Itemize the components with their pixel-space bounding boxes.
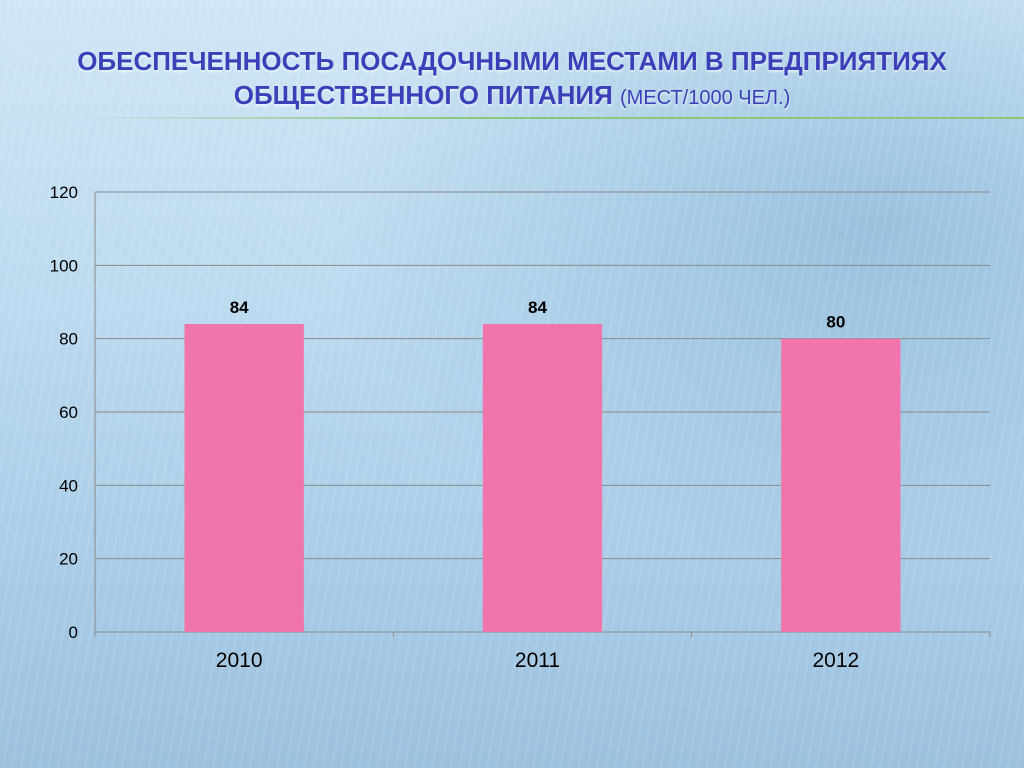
x-category-label: 2011 — [515, 649, 560, 672]
slide-title-main: Обеспеченность посадочными местами в пре… — [77, 46, 947, 110]
slide-title: Обеспеченность посадочными местами в пре… — [0, 44, 1024, 115]
data-label: 84 — [528, 298, 547, 317]
y-tick-label: 80 — [59, 330, 78, 349]
y-tick-label: 40 — [59, 476, 78, 495]
y-tick-label: 20 — [59, 550, 78, 569]
y-tick-label: 60 — [59, 403, 78, 422]
bar-2011 — [482, 324, 603, 632]
x-category-label: 2012 — [812, 649, 859, 672]
bar-2010 — [184, 324, 304, 632]
y-tick-label: 0 — [69, 623, 78, 642]
bar-2012 — [781, 338, 901, 632]
y-tick-label: 100 — [50, 256, 78, 275]
slide-title-unit: (мест/1000 чел.) — [620, 87, 791, 109]
data-label: 84 — [230, 298, 249, 317]
y-tick-label: 120 — [50, 183, 78, 202]
x-category-label: 2010 — [216, 649, 263, 672]
data-label: 80 — [826, 313, 845, 332]
title-divider — [70, 117, 1024, 119]
